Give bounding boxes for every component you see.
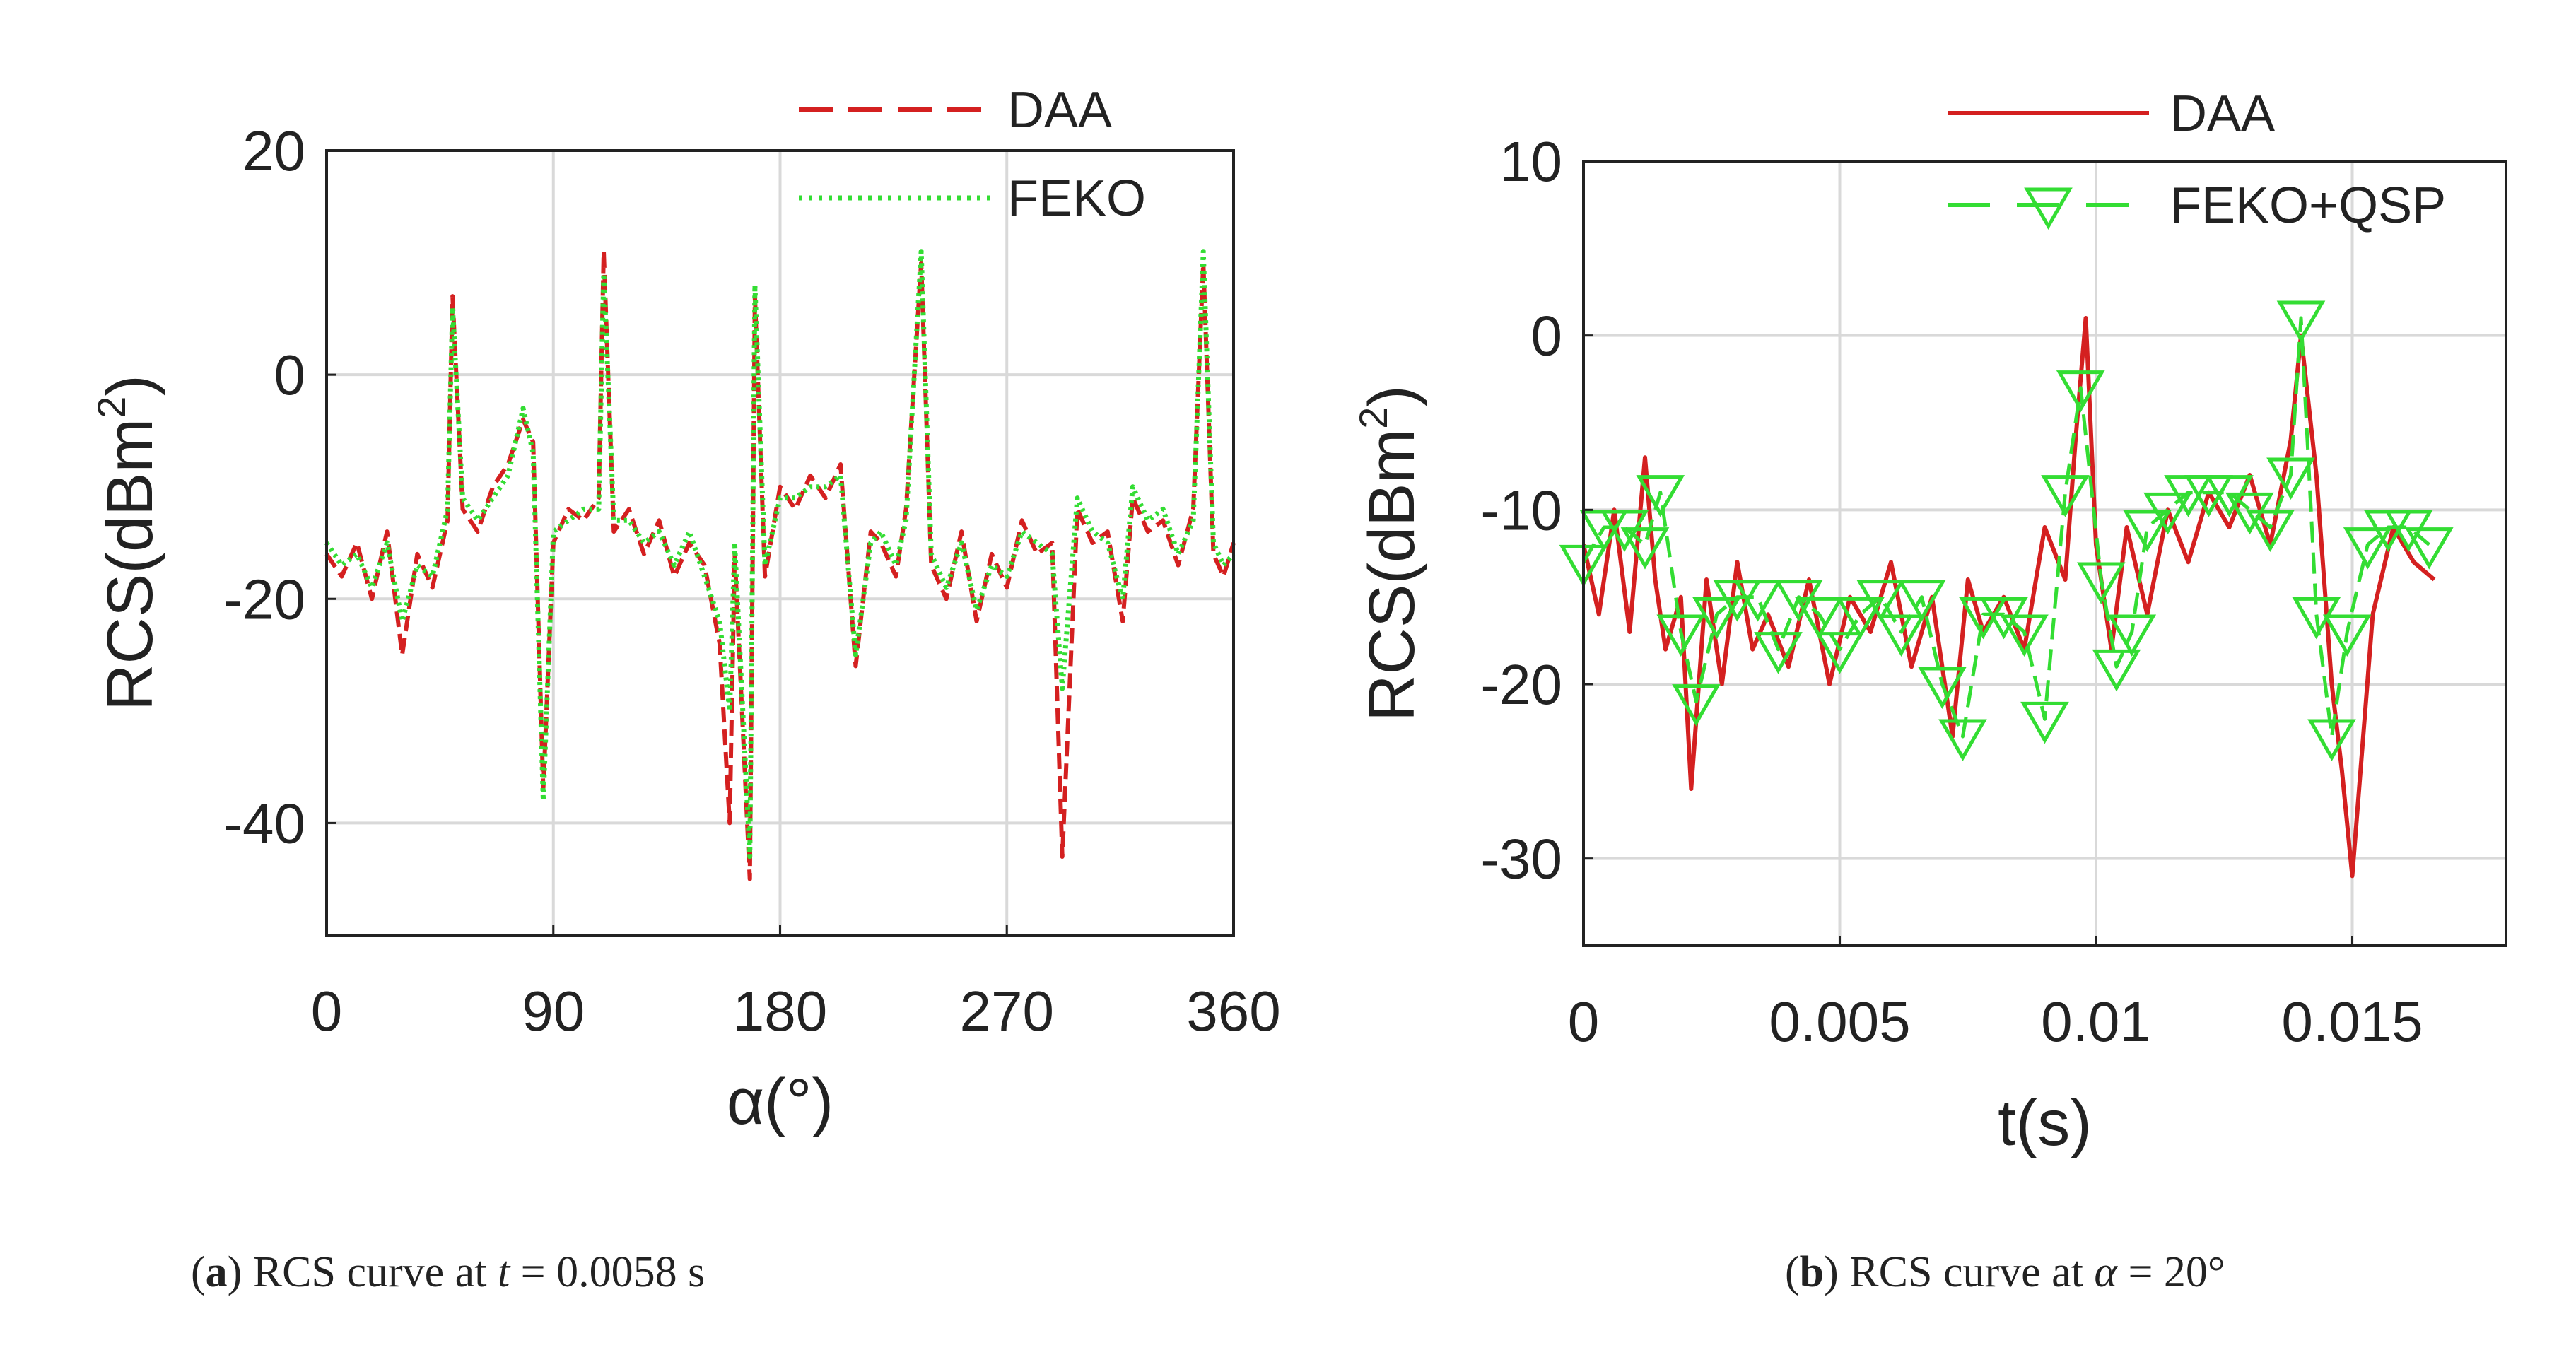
panel-a-ticks: 0 90 180 270 360 -40 -20 0 20 [223, 119, 1280, 1043]
panel-b-triangle-marker [1656, 614, 1706, 657]
panel-a-y-axis-label: RCS(dBm2) [89, 375, 166, 711]
panel-b-series-line-feko-qsp [1581, 316, 2430, 739]
panel-b-triangle-marker [1877, 614, 1926, 657]
panel-a-y-tick-label: 0 [274, 344, 306, 406]
panel-b-y-tick-label: -10 [1480, 479, 1562, 541]
panel-b-y-axis-label-superscript: 2 [1351, 407, 1395, 429]
panel-a-x-tick-label: 360 [1186, 980, 1280, 1043]
panel-b-legend: DAA FEKO+QSP [1948, 86, 2446, 234]
panel-b-triangle-marker [2041, 475, 2090, 517]
panel-b-grid [1582, 160, 2506, 946]
panel-b-series [1559, 300, 2454, 879]
panel-b-triangle-marker [1620, 527, 1670, 570]
panel-b-caption-variable: α [2094, 1248, 2118, 1296]
panel-b-triangle-marker [2076, 562, 2126, 605]
panel-a-y-tick-label: -20 [223, 568, 305, 630]
panel-b-triangle-marker [2307, 719, 2356, 762]
panel-b-triangle-marker [1795, 597, 1844, 640]
panel-b-triangle-marker [1636, 475, 1685, 517]
panel-b-triangle-marker [2322, 614, 2372, 657]
panel-b-x-tick-label: 0.015 [2281, 990, 2423, 1053]
panel-a-x-tick-label: 0 [311, 980, 343, 1043]
panel-b-y-tick-label: 0 [1531, 305, 1563, 368]
panel-b-caption-open: ( [1785, 1248, 1800, 1296]
panel-b-triangle-marker [2343, 527, 2392, 570]
panel-a-caption: (a) RCS curve at t = 0.0058 s [191, 1248, 705, 1296]
panel-b: 0 0.005 0.01 0.015 -30 -20 -10 0 10 t(s) RCS(dBm… [1351, 86, 2507, 1296]
panel-b-triangle-marker [2404, 527, 2454, 570]
panel-b-triangle-marker [2000, 614, 2049, 657]
panel-b-caption-letter: b [1800, 1248, 1824, 1296]
panel-b-y-axis-label: RCS(dBm2) [1351, 385, 1428, 722]
panel-a-caption-prefix: RCS curve at [253, 1248, 498, 1296]
panel-b-triangle-marker [2143, 492, 2192, 535]
panel-b-triangle-marker [2056, 370, 2105, 413]
panel-b-ticks: 0 0.005 0.01 0.015 -30 -20 -10 0 10 [1480, 130, 2423, 1053]
panel-b-triangle-marker [1733, 580, 1782, 622]
panel-b-y-axis-label-main: RCS(dBm [1356, 429, 1428, 722]
panel-a-legend-feko-label: FEKO [1007, 170, 1146, 227]
panel-b-triangle-marker [1918, 667, 1967, 710]
panel-b-triangle-marker [1672, 684, 1721, 727]
panel-a-caption-variable: t [498, 1248, 511, 1296]
panel-a-y-axis-label-tail: ) [94, 375, 166, 397]
panel-b-y-axis-label-tail: ) [1356, 385, 1428, 407]
panel-a-grid [325, 149, 1235, 935]
panel-a-series-line-daa [324, 249, 1236, 881]
panel-a-y-axis-label-superscript: 2 [89, 397, 134, 418]
panel-a-x-tick-label: 270 [960, 980, 1054, 1043]
panel-b-triangle-marker [2246, 510, 2295, 553]
panel-b-caption-close: ) [1824, 1248, 1849, 1296]
panel-b-x-axis-label: t(s) [1998, 1087, 2092, 1159]
panel-b-triangle-marker [2092, 649, 2141, 692]
panel-b-legend-daa-label: DAA [2170, 86, 2275, 142]
panel-a-caption-open: ( [191, 1248, 206, 1296]
panel-a: 0 90 180 270 360 -40 -20 0 20 α(°) RCS(dBm2) DAA… [89, 82, 1281, 1296]
panel-b-triangle-marker [1815, 632, 1864, 674]
panel-b-triangle-marker [1856, 580, 1905, 622]
panel-b-triangle-marker [2266, 457, 2315, 500]
panel-b-triangle-marker [1897, 580, 1946, 622]
panel-a-x-tick-label: 180 [733, 980, 827, 1043]
panel-b-triangle-marker [1938, 719, 1987, 762]
panel-a-caption-close: ) [228, 1248, 253, 1296]
panel-a-legend-daa-label: DAA [1007, 82, 1112, 139]
panel-b-caption: (b) RCS curve at α = 20° [1785, 1248, 2225, 1296]
panel-b-x-tick-label: 0.005 [1769, 990, 1910, 1053]
panel-b-legend-triangle-marker [2024, 187, 2073, 230]
panel-b-triangle-marker [1754, 632, 1803, 674]
panel-b-y-tick-label: -30 [1480, 828, 1562, 891]
panel-b-x-tick-label: 0.01 [2041, 990, 2151, 1053]
panel-a-x-axis-label: α(°) [727, 1066, 833, 1138]
panel-b-triangle-marker [1836, 597, 1885, 640]
panel-b-series-line-daa [1581, 316, 2436, 879]
panel-a-x-tick-label: 90 [522, 980, 585, 1043]
panel-b-legend-feko-qsp-label: FEKO+QSP [2170, 177, 2446, 234]
panel-b-triangle-marker [2123, 510, 2172, 553]
panel-a-series [324, 249, 1236, 881]
panel-b-triangle-marker [2020, 701, 2069, 744]
panel-a-y-tick-label: 20 [242, 119, 305, 182]
panel-a-y-axis-label-main: RCS(dBm [94, 418, 166, 711]
panel-a-legend: DAA FEKO [799, 82, 1146, 227]
panel-b-triangle-marker [2107, 614, 2157, 657]
panel-b-y-tick-label: 10 [1499, 130, 1562, 193]
panel-b-caption-suffix: = 20° [2117, 1248, 2225, 1296]
panel-b-plot-frame [1582, 160, 2507, 947]
panel-b-triangle-marker [1692, 597, 1741, 640]
panel-b-caption-prefix: RCS curve at [1849, 1248, 2094, 1296]
panel-b-x-tick-label: 0 [1568, 990, 1600, 1053]
panel-a-y-tick-label: -40 [223, 792, 305, 855]
panel-b-triangle-marker [2276, 300, 2326, 344]
panel-a-caption-letter: a [206, 1248, 228, 1296]
panel-b-y-tick-label: -20 [1480, 653, 1562, 716]
panel-a-caption-suffix: = 0.0058 s [510, 1248, 705, 1296]
